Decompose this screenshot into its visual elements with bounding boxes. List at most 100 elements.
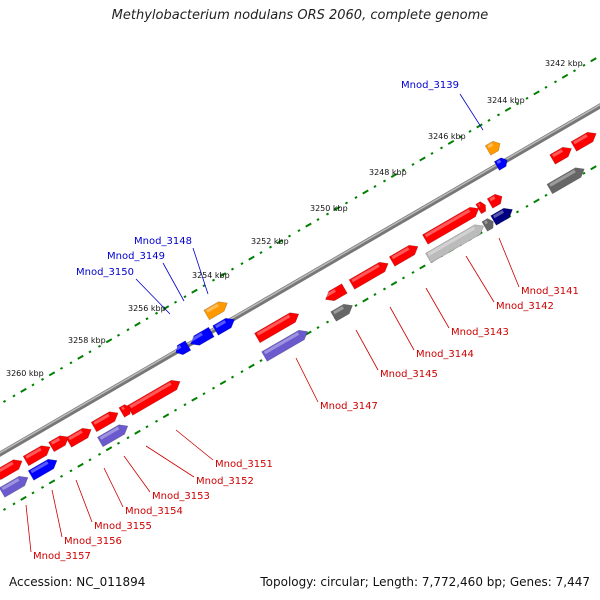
- minor-tick: [145, 317, 149, 321]
- minor-tick: [582, 63, 586, 67]
- gene-arrow-forward-6-body: [348, 261, 389, 290]
- major-tick: [191, 288, 198, 294]
- gene-arrow-lane2-8-shine: [1, 478, 20, 491]
- minor-tick: [230, 267, 235, 271]
- gene-arrow-lane2-2-shine: [484, 220, 488, 225]
- major-tick: [390, 281, 398, 286]
- gene-features: [0, 131, 597, 498]
- minor-tick: [553, 80, 558, 84]
- gene-arrow-lane2-5: [261, 329, 309, 362]
- gene-arrow-forward-2-shine: [489, 196, 496, 202]
- gene-arrow-forward-11: [90, 411, 119, 433]
- minor-tick: [572, 69, 577, 73]
- leader-line: [135, 278, 171, 315]
- gene-arrow-lane2-5-body: [261, 329, 309, 362]
- minor-tick: [31, 383, 35, 387]
- minor-tick: [31, 491, 35, 495]
- track-lines: [0, 57, 600, 511]
- gene-arrow-lane2-5-shine: [263, 332, 300, 355]
- gene-arrow-rna-1-body: [203, 301, 228, 321]
- gene-label: Mnod_3142: [496, 301, 554, 312]
- gene-arrow-reverse-2: [190, 326, 215, 346]
- minor-tick: [59, 366, 64, 370]
- major-tick: [48, 479, 56, 485]
- gene-arrow-lane2-1-shine: [492, 210, 505, 219]
- major-tick: [561, 73, 569, 79]
- minor-tick: [525, 204, 529, 208]
- gene-arrow-forward-7: [324, 283, 348, 302]
- gene-arrow-rna-1: [203, 301, 228, 321]
- leader-line: [498, 237, 520, 288]
- gene-arrow-forward-9-shine: [129, 382, 172, 409]
- gene-arrow-forward-15-body: [0, 459, 23, 481]
- major-tick: [105, 446, 113, 452]
- gene-arrow-forward-11-body: [90, 411, 119, 433]
- leader-line: [295, 357, 319, 403]
- gene-arrow-reverse-3: [175, 340, 192, 356]
- gene-arrow-reverse-1: [212, 317, 235, 336]
- minor-tick: [487, 118, 491, 122]
- scale-tick-label: 3258 kbp: [68, 336, 106, 345]
- major-tick: [390, 173, 398, 178]
- gene-arrow-rna-0-body: [484, 140, 501, 156]
- backbone-line: [0, 103, 600, 457]
- gene-arrow-forward-3: [475, 201, 487, 215]
- minor-tick: [515, 210, 520, 214]
- gene-label: Mnod_3152: [196, 476, 254, 487]
- scale-tick-label: 3252 kbp: [251, 237, 289, 246]
- major-tick: [134, 321, 141, 327]
- major-tick: [305, 330, 312, 336]
- minor-tick: [211, 278, 216, 282]
- major-tick: [20, 495, 27, 501]
- minor-tick: [183, 403, 187, 407]
- minor-tick: [468, 129, 472, 133]
- gene-arrow-forward-10: [118, 404, 131, 418]
- minor-tick: [354, 196, 358, 199]
- leader-line: [389, 306, 415, 351]
- gene-arrow-reverse-2-shine: [190, 332, 203, 342]
- gene-arrow-forward-7-body: [325, 283, 348, 302]
- gene-arrow-reverse-1-body: [212, 317, 235, 336]
- gene-label: Mnod_3143: [451, 327, 509, 338]
- minor-tick: [97, 344, 102, 348]
- gene-label: Mnod_3144: [416, 349, 474, 360]
- leader-line: [75, 479, 93, 523]
- leader-line: [425, 287, 450, 329]
- label-leaders: [25, 93, 520, 553]
- gene-arrow-lane2-6: [96, 424, 129, 448]
- major-tick: [533, 198, 540, 204]
- gene-arrow-forward-9-body: [126, 379, 181, 416]
- minor-tick: [297, 229, 301, 233]
- major-tick: [476, 123, 483, 129]
- gene-arrow-lane2-8-body: [0, 475, 29, 498]
- gene-label: Mnod_3148: [134, 236, 192, 247]
- gene-arrow-forward-0-body: [570, 131, 597, 152]
- gene-arrow-lane2-1: [490, 207, 513, 226]
- gene-arrow-forward-12-shine: [68, 430, 83, 441]
- major-tick: [105, 338, 113, 344]
- gene-arrow-forward-4-shine: [424, 209, 471, 238]
- leader-line: [145, 445, 195, 478]
- gene-arrow-forward-2-body: [486, 193, 503, 209]
- gene-arrow-forward-3-shine: [478, 203, 481, 207]
- minor-tick: [173, 300, 178, 304]
- gene-arrow-forward-10-body: [118, 404, 131, 418]
- minor-tick: [515, 102, 520, 106]
- gene-arrow-lane2-0-shine: [549, 169, 576, 187]
- gene-arrow-forward-2: [486, 193, 503, 209]
- gene-arrow-forward-13: [48, 435, 70, 453]
- minor-tick: [325, 212, 330, 216]
- major-tick: [20, 387, 27, 393]
- major-tick: [191, 396, 198, 402]
- minor-tick: [544, 85, 548, 89]
- scale-tick-label: 3250 kbp: [310, 204, 348, 213]
- minor-tick: [12, 394, 16, 398]
- minor-tick: [183, 295, 187, 299]
- major-tick: [276, 239, 284, 245]
- leader-line: [25, 504, 32, 553]
- gene-label: Mnod_3157: [33, 551, 91, 562]
- gene-arrow-forward-8: [254, 312, 300, 344]
- minor-tick: [240, 370, 244, 374]
- scale-tick-label: 3248 kbp: [369, 168, 407, 177]
- scale-tick-label: 3246 kbp: [428, 132, 466, 141]
